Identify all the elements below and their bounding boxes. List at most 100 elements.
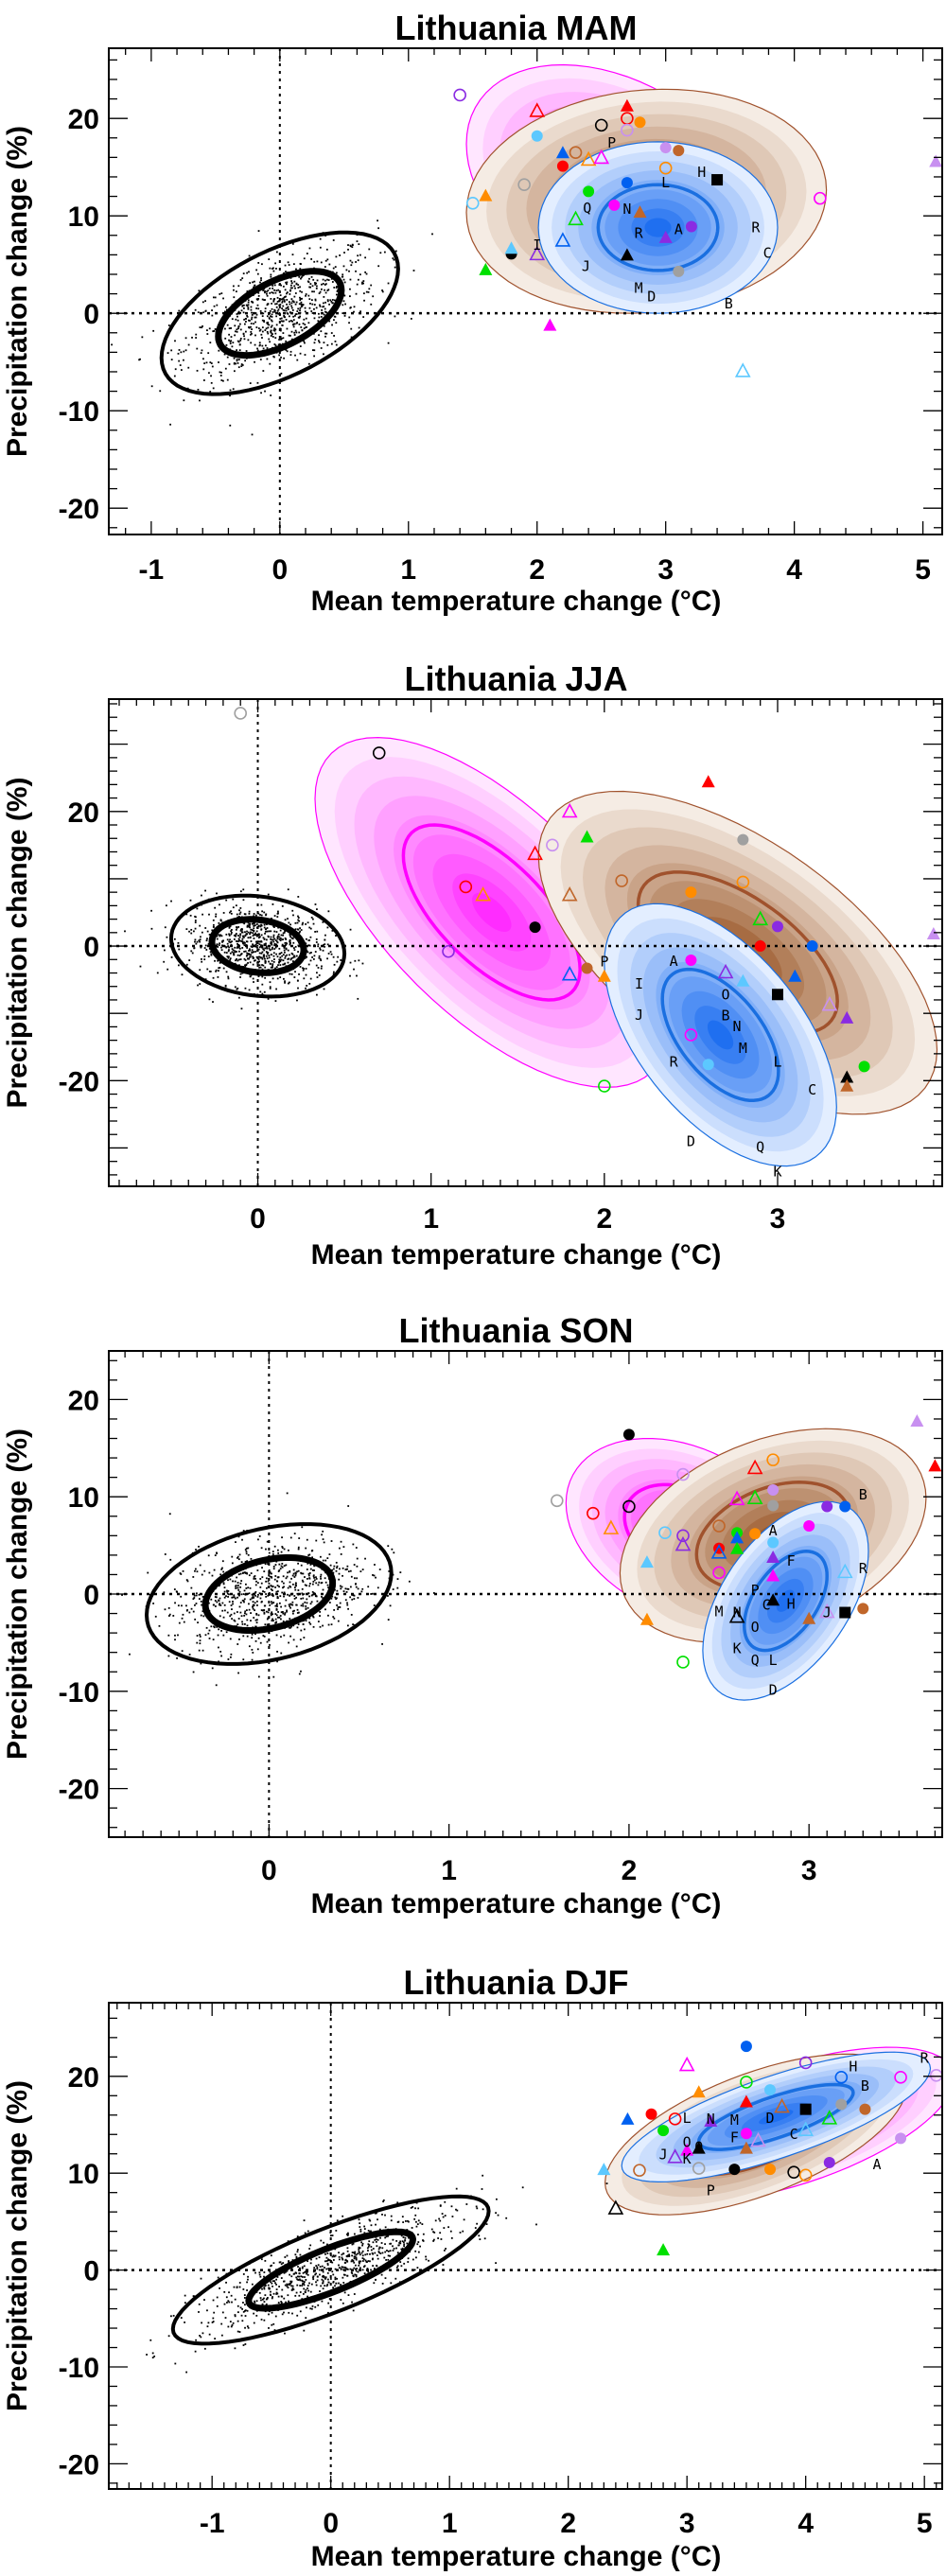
- noise-point: [301, 305, 304, 307]
- noise-point: [262, 312, 265, 315]
- noise-point: [300, 1604, 303, 1607]
- noise-point: [183, 350, 185, 353]
- noise-point: [174, 1634, 176, 1637]
- noise-point: [204, 927, 207, 929]
- noise-point: [362, 282, 364, 285]
- noise-point: [298, 2272, 301, 2275]
- marker-circle: [692, 2162, 706, 2175]
- noise-point: [235, 362, 236, 365]
- noise-point: [338, 2255, 341, 2258]
- noise-point: [305, 2279, 307, 2281]
- noise-point: [261, 968, 264, 971]
- noise-point: [213, 330, 216, 332]
- noise-point: [242, 899, 245, 902]
- noise-point: [232, 1596, 235, 1599]
- noise-point: [253, 1577, 255, 1580]
- noise-point: [266, 322, 269, 324]
- noise-point: [256, 381, 259, 384]
- noise-point: [283, 299, 286, 301]
- noise-point: [271, 324, 273, 327]
- noise-point: [306, 1598, 308, 1601]
- noise-point: [482, 2174, 484, 2177]
- noise-point: [254, 2271, 256, 2274]
- noise-point: [348, 2255, 351, 2257]
- noise-point: [246, 925, 249, 928]
- noise-point: [352, 2309, 355, 2312]
- noise-point: [319, 2266, 322, 2268]
- noise-point: [264, 932, 266, 935]
- noise-point: [287, 2287, 289, 2289]
- noise-point: [194, 915, 196, 918]
- marker-triangle: [504, 241, 518, 254]
- noise-point: [288, 264, 290, 266]
- noise-point: [244, 931, 246, 934]
- noise-point: [170, 359, 173, 361]
- noise-point: [340, 1553, 342, 1555]
- noise-point: [278, 961, 280, 964]
- noise-point: [294, 314, 296, 317]
- noise-point: [243, 2304, 246, 2306]
- marker-circle: [608, 199, 621, 211]
- model-letter-label: R: [670, 1054, 679, 1071]
- noise-point: [299, 299, 302, 302]
- noise-point: [281, 1546, 284, 1548]
- noise-point: [239, 1602, 242, 1603]
- noise-point: [261, 2303, 264, 2305]
- noise-point: [349, 2268, 352, 2270]
- noise-point: [324, 2285, 326, 2287]
- noise-point: [247, 921, 250, 924]
- noise-point: [124, 930, 126, 933]
- noise-point: [233, 1594, 236, 1597]
- noise-point: [414, 2207, 416, 2210]
- noise-point: [201, 1610, 204, 1613]
- noise-point: [322, 1588, 324, 1591]
- noise-point: [272, 960, 275, 963]
- noise-point: [281, 2295, 283, 2298]
- noise-point: [204, 889, 206, 892]
- noise-point: [242, 2288, 245, 2290]
- noise-point: [308, 307, 311, 309]
- noise-point: [156, 972, 159, 974]
- noise-point: [393, 2248, 395, 2250]
- noise-point: [208, 1629, 211, 1632]
- noise-point: [246, 2289, 248, 2291]
- marker-triangle: [568, 210, 584, 226]
- noise-point: [248, 254, 251, 257]
- noise-point: [246, 930, 248, 933]
- noise-point: [314, 951, 317, 953]
- noise-point: [285, 349, 288, 351]
- noise-point: [272, 285, 274, 287]
- noise-point: [277, 308, 280, 311]
- noise-point: [264, 1623, 267, 1626]
- noise-point: [324, 2252, 326, 2255]
- noise-point: [282, 932, 285, 935]
- model-letter-label: I: [533, 237, 541, 254]
- marker-circle: [615, 874, 628, 887]
- x-tick-label: 4: [786, 554, 802, 586]
- noise-point: [215, 915, 217, 918]
- noise-point: [307, 2273, 309, 2276]
- noise-point: [274, 1621, 276, 1624]
- noise-point: [310, 275, 313, 278]
- noise-point: [245, 964, 248, 967]
- noise-point: [247, 307, 250, 310]
- noise-point: [294, 1571, 297, 1574]
- noise-point: [268, 317, 271, 320]
- noise-point: [276, 1580, 279, 1583]
- noise-point: [239, 929, 242, 932]
- noise-point: [363, 2266, 365, 2268]
- noise-point: [402, 2221, 405, 2223]
- noise-point: [254, 312, 257, 314]
- y-tick-label: -20: [59, 1775, 99, 1806]
- marker-circle: [453, 88, 466, 102]
- noise-point: [307, 1562, 309, 1565]
- noise-point: [275, 2288, 278, 2291]
- noise-point: [303, 318, 306, 321]
- noise-point: [353, 306, 356, 308]
- noise-point: [261, 1576, 264, 1579]
- noise-point: [281, 2313, 284, 2316]
- noise-point: [307, 294, 310, 297]
- noise-point: [226, 1589, 228, 1592]
- noise-point: [269, 267, 272, 270]
- noise-point: [358, 2264, 360, 2267]
